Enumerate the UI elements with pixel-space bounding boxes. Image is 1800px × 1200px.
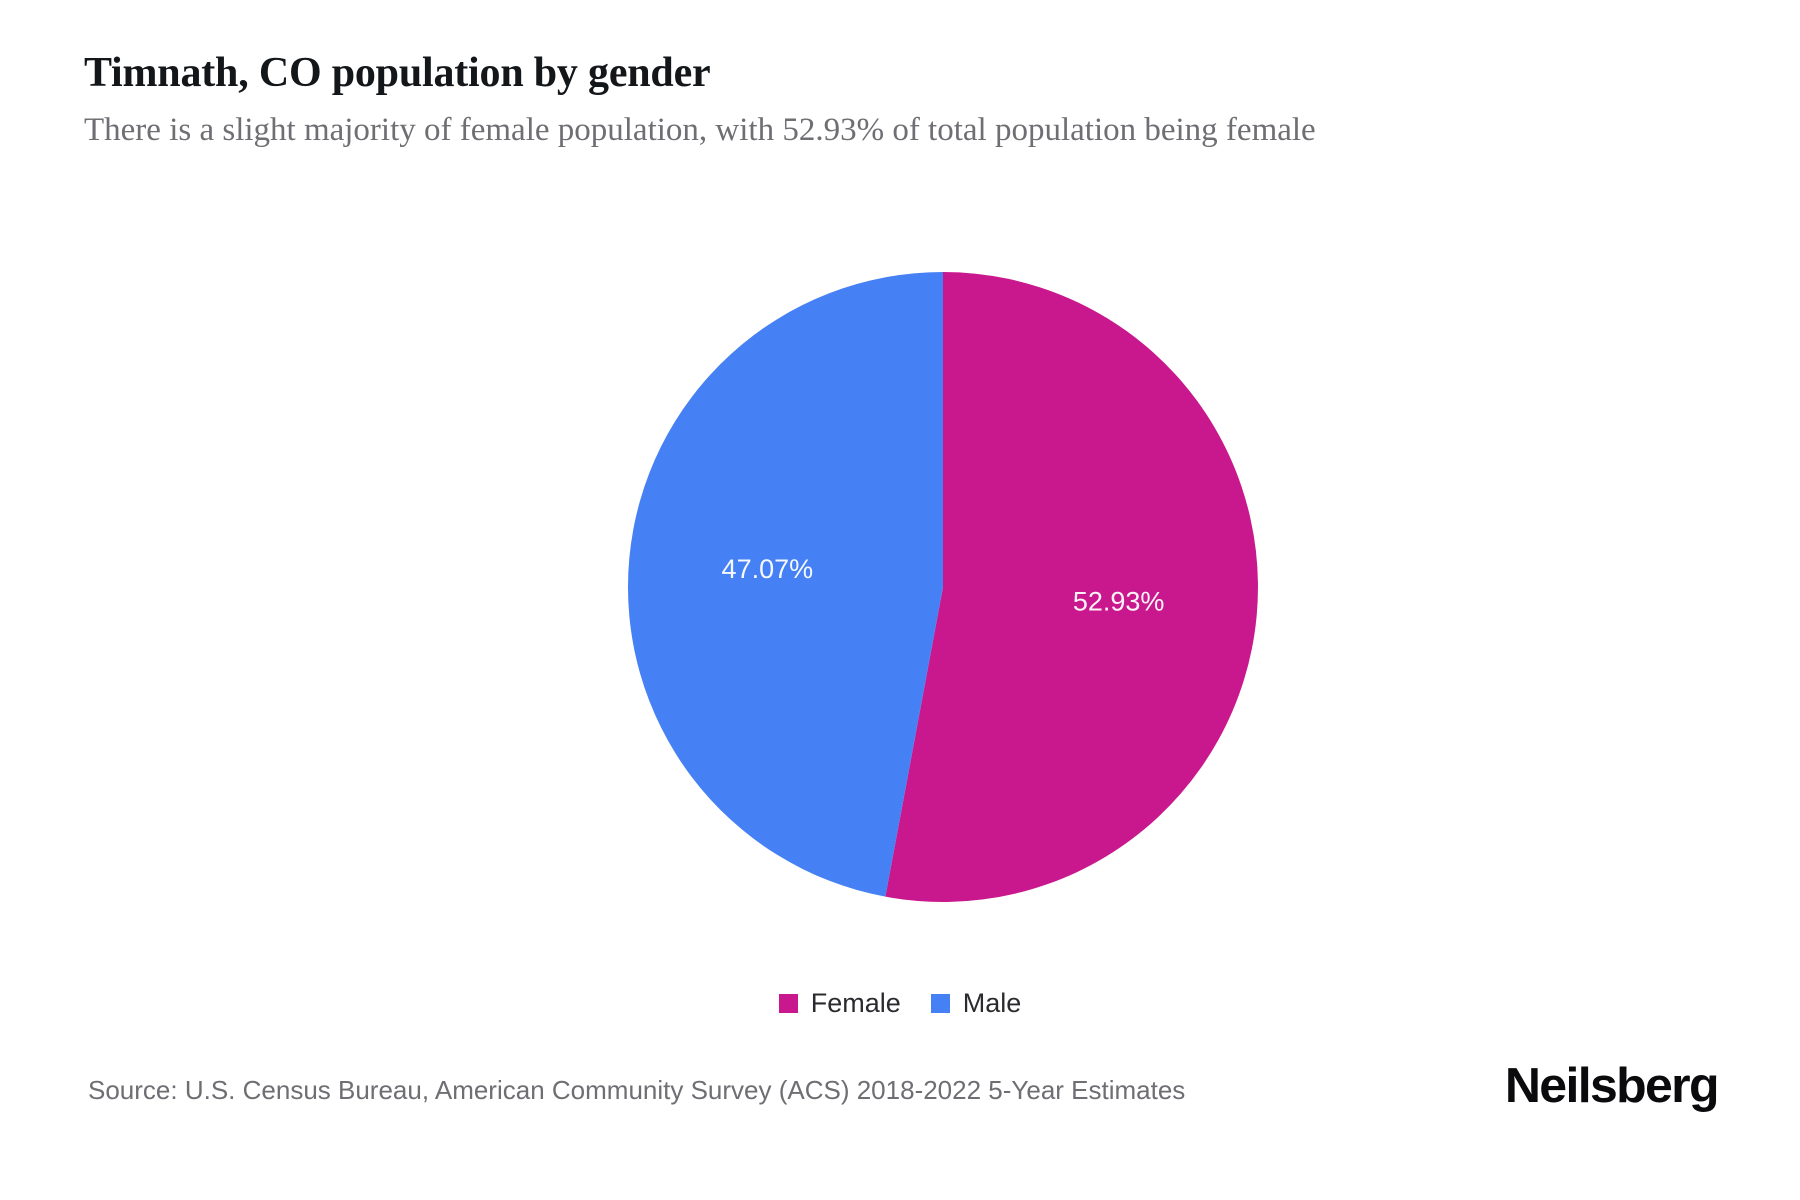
page-title: Timnath, CO population by gender bbox=[84, 50, 711, 96]
legend-swatch-male-icon bbox=[930, 994, 950, 1013]
pie-slice-label-female: 52.93% bbox=[1073, 586, 1165, 616]
legend-label-female: Female bbox=[810, 988, 901, 1018]
legend-item-female[interactable]: Female bbox=[778, 988, 901, 1019]
pie-slice-label-male: 47.07% bbox=[722, 554, 814, 584]
pie-chart-svg: 52.93% 47.07% bbox=[627, 272, 1258, 902]
pie-chart: 52.93% 47.07% bbox=[627, 272, 1258, 902]
legend-swatch-female-icon bbox=[778, 994, 798, 1013]
chart-subtitle: There is a slight majority of female pop… bbox=[84, 112, 1316, 149]
legend-item-male[interactable]: Male bbox=[930, 988, 1022, 1019]
pie-slice-labels: 52.93% 47.07% bbox=[722, 554, 1165, 616]
pie-slice-male[interactable] bbox=[627, 272, 943, 897]
chart-header: Timnath, CO population by gender There i… bbox=[84, 48, 1724, 153]
pie-slice-female[interactable] bbox=[885, 272, 1258, 902]
pie-slices bbox=[627, 272, 1258, 902]
chart-legend: Female Male bbox=[0, 988, 1800, 1019]
legend-label-male: Male bbox=[962, 988, 1022, 1018]
brand-logo: Neilsberg bbox=[1504, 1059, 1720, 1113]
source-note: Source: U.S. Census Bureau, American Com… bbox=[88, 1075, 1186, 1105]
